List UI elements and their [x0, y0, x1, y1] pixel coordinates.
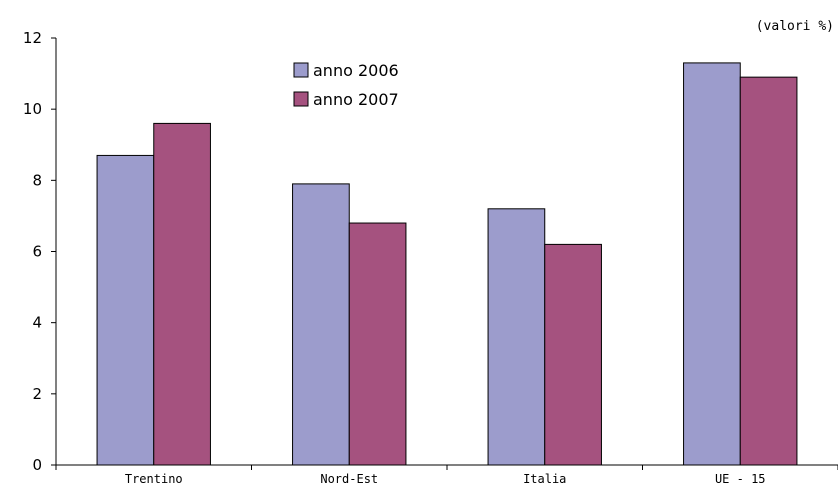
y-tick-label: 10	[23, 100, 42, 118]
legend-swatch	[293, 91, 309, 107]
x-tick-label: Italia	[523, 472, 566, 486]
x-axis: Trentino Nord-Est Italia UE - 15	[55, 464, 838, 486]
bar-anno-2006-nord-est	[292, 183, 350, 466]
y-tick-label: 2	[32, 385, 42, 403]
y-tick-label: 0	[32, 456, 42, 474]
x-tick-label: Trentino	[125, 472, 183, 486]
y-tick-label: 8	[32, 171, 42, 189]
bar-anno-2007-ue-15	[739, 76, 798, 466]
bar-anno-2007-nord-est	[348, 222, 407, 466]
legend-swatch	[293, 62, 309, 78]
x-tick-label: UE - 15	[715, 472, 766, 486]
y-tick-label: 6	[32, 243, 42, 261]
bars	[96, 62, 798, 466]
y-tick-label: 12	[23, 29, 42, 47]
bar-anno-2006-ue-15	[683, 62, 741, 466]
unit-note: (valori %)	[756, 19, 834, 34]
legend: anno 2006 anno 2007	[293, 61, 399, 109]
bar-anno-2007-trentino	[153, 122, 211, 466]
legend-label: anno 2007	[313, 90, 399, 109]
bar-anno-2007-italia	[544, 243, 602, 466]
y-tick-label: 4	[32, 314, 42, 332]
bar-anno-2006-italia	[487, 208, 546, 466]
y-axis: 0 2 4 6 8 10 12	[23, 29, 57, 474]
legend-label: anno 2006	[313, 61, 399, 80]
bar-anno-2006-trentino	[96, 154, 155, 466]
x-tick-label: Nord-Est	[320, 472, 378, 486]
